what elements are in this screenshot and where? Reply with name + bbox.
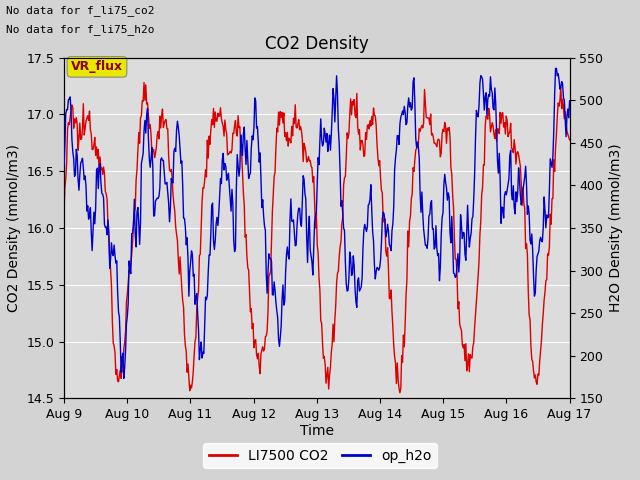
Text: No data for f_li75_co2: No data for f_li75_co2 [6, 5, 155, 16]
Title: CO2 Density: CO2 Density [265, 35, 369, 53]
Y-axis label: CO2 Density (mmol/m3): CO2 Density (mmol/m3) [7, 144, 21, 312]
Legend: LI7500 CO2, op_h2o: LI7500 CO2, op_h2o [203, 443, 437, 468]
Text: VR_flux: VR_flux [71, 60, 123, 73]
X-axis label: Time: Time [300, 424, 334, 438]
Text: No data for f_li75_h2o: No data for f_li75_h2o [6, 24, 155, 35]
Y-axis label: H2O Density (mmol/m3): H2O Density (mmol/m3) [609, 144, 623, 312]
